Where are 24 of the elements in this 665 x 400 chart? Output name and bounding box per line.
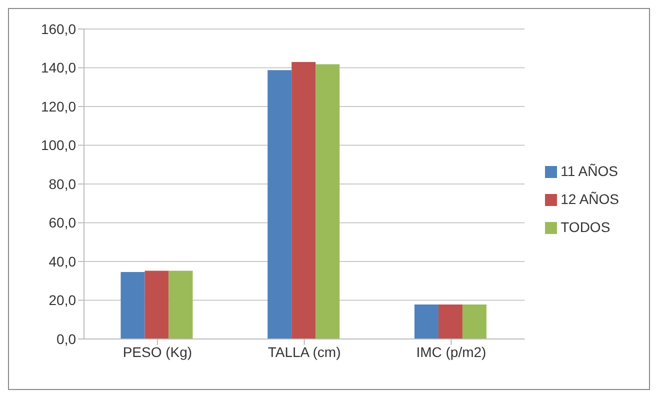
y-tick-label: 120,0 bbox=[40, 98, 76, 114]
legend-label: TODOS bbox=[560, 219, 610, 235]
bar bbox=[414, 304, 438, 339]
bar bbox=[120, 272, 145, 339]
bar bbox=[292, 62, 316, 339]
y-tick-label: 60,0 bbox=[48, 214, 76, 231]
bar bbox=[438, 304, 462, 339]
bar bbox=[462, 304, 486, 339]
bar bbox=[268, 70, 292, 339]
legend-label: 11 AÑOS bbox=[560, 163, 618, 179]
y-tick-label: 40,0 bbox=[48, 253, 76, 270]
bar bbox=[144, 270, 169, 339]
y-tick-label: 80,0 bbox=[48, 176, 76, 192]
y-tick-label: 140,0 bbox=[40, 60, 76, 76]
y-tick-label: 0,0 bbox=[56, 330, 76, 347]
bar bbox=[316, 64, 340, 339]
y-tick-label: 160,0 bbox=[40, 20, 76, 37]
bar bbox=[168, 270, 193, 339]
y-tick-label: 100,0 bbox=[40, 137, 76, 154]
x-tick-label: IMC (p/m2) bbox=[416, 344, 486, 360]
x-tick-label: TALLA (cm) bbox=[268, 344, 341, 360]
legend-label: 12 AÑOS bbox=[560, 191, 619, 207]
x-tick-label: PESO (Kg) bbox=[122, 344, 192, 360]
y-tick-label: 20,0 bbox=[48, 292, 76, 308]
